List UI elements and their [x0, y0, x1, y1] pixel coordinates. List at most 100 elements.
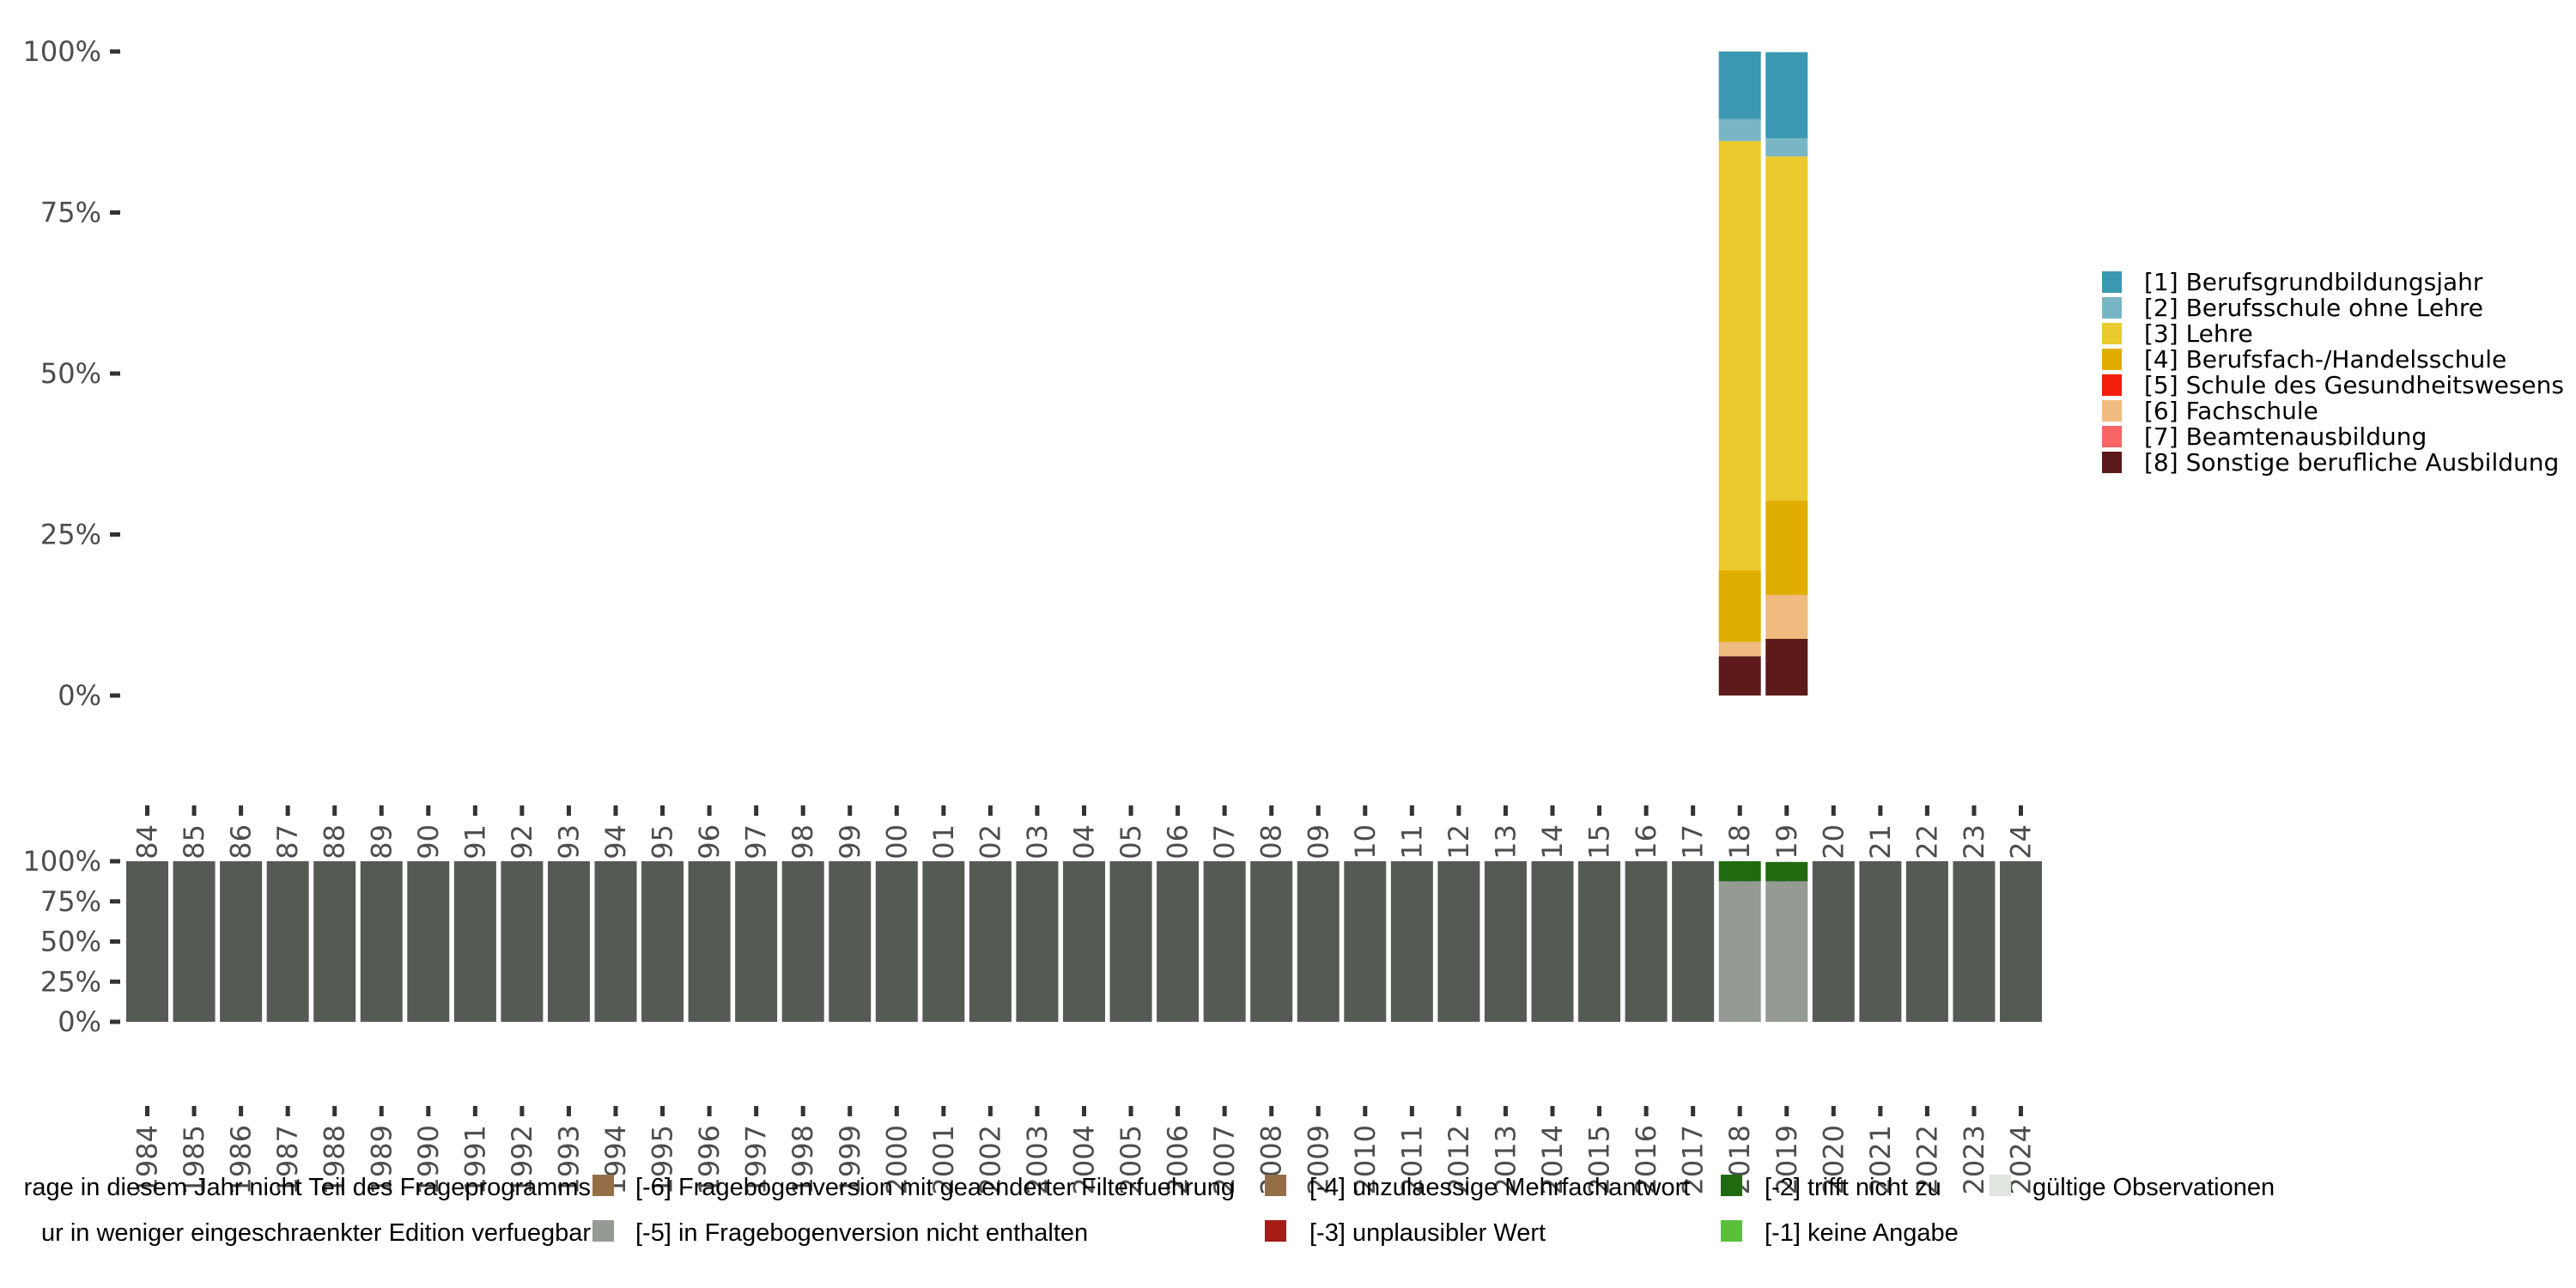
x-tick-label: 1998 — [787, 1125, 819, 1194]
x-tick-mark — [613, 805, 618, 816]
legend-label: [-6] Fragebogenversion mit geaenderter F… — [635, 1174, 1235, 1201]
y-tick-mark — [110, 532, 120, 537]
x-tick-mark — [1035, 1106, 1040, 1116]
bar-segment — [1953, 861, 1996, 1022]
x-tick-mark — [800, 805, 805, 816]
bar-segment — [1250, 861, 1293, 1022]
x-tick-label: 1985 — [178, 1125, 210, 1194]
y-tick-label: 0% — [58, 1005, 101, 1038]
x-tick-label: 1991 — [459, 1125, 491, 1194]
legend-label: [-5] in Fragebogenversion nicht enthalte… — [635, 1219, 1088, 1247]
x-tick-mark — [1222, 805, 1227, 816]
x-tick-mark — [1269, 1106, 1274, 1116]
bar-segment — [1063, 861, 1105, 1022]
legend-label: [5] Schule des Gesundheitswesens — [2144, 371, 2564, 399]
x-tick-mark — [285, 805, 290, 816]
bar-segment — [1437, 861, 1480, 1022]
x-tick-mark — [613, 1106, 618, 1116]
y-tick-mark — [110, 49, 120, 54]
legend-label: [7] Beamtenausbildung — [2144, 422, 2427, 451]
bar-segment — [453, 861, 496, 1022]
x-tick-mark — [426, 805, 431, 816]
x-tick-mark — [1082, 805, 1086, 816]
x-tick-mark — [519, 1106, 525, 1116]
x-tick-mark — [1597, 805, 1602, 816]
x-tick-mark — [519, 805, 525, 816]
x-tick-mark — [1503, 1106, 1508, 1116]
x-tick-mark — [1597, 1106, 1602, 1116]
x-tick-label: 2000 — [880, 1125, 913, 1194]
legend-label: [4] Berufsfach-/Handelsschule — [2144, 345, 2506, 374]
bar-segment — [922, 861, 965, 1022]
x-tick-label: 1986 — [225, 1125, 258, 1194]
x-tick-mark — [239, 805, 244, 816]
x-tick-mark — [332, 1106, 337, 1116]
x-tick-mark — [941, 805, 946, 816]
x-tick-mark — [1878, 1106, 1883, 1116]
x-tick-mark — [1643, 805, 1649, 816]
legend-swatch — [2102, 374, 2122, 396]
bar-segment — [1672, 861, 1715, 1022]
legend-swatch — [2102, 271, 2122, 293]
bar-segment — [1812, 861, 1855, 1022]
x-tick-label: 1989 — [365, 1125, 398, 1194]
bar-segment — [1765, 52, 1808, 139]
x-tick-mark — [1128, 1106, 1133, 1116]
x-tick-label: 2002 — [974, 1125, 1006, 1194]
bar-segment — [1718, 52, 1761, 119]
x-tick-label: 2014 — [1536, 1125, 1569, 1194]
bar-segment — [1718, 656, 1761, 696]
x-tick-mark — [1784, 805, 1789, 816]
x-tick-mark — [894, 1106, 899, 1116]
bar-segment — [735, 861, 778, 1022]
x-tick-mark — [1409, 1106, 1414, 1116]
y-tick-mark — [110, 979, 120, 984]
x-tick-label: 1996 — [693, 1125, 726, 1194]
x-tick-mark — [894, 805, 899, 816]
x-tick-label: 2016 — [1630, 1125, 1662, 1194]
x-tick-mark — [1924, 1106, 1929, 1116]
x-tick-mark — [1176, 1106, 1181, 1116]
bar-segment — [1390, 861, 1433, 1022]
bar-segment — [547, 861, 590, 1022]
x-tick-mark — [472, 1106, 477, 1116]
x-tick-mark — [1363, 805, 1368, 816]
x-tick-mark — [379, 805, 384, 816]
x-tick-label: 2020 — [1817, 1125, 1850, 1194]
x-tick-label: 2009 — [1302, 1125, 1334, 1194]
bar-segment — [173, 861, 216, 1022]
legend-swatch — [592, 1175, 614, 1196]
x-tick-label: 2015 — [1583, 1125, 1616, 1194]
x-tick-label: 1992 — [506, 1125, 538, 1194]
y-tick-mark — [110, 371, 120, 376]
x-tick-mark — [707, 805, 712, 816]
bar-segment — [1297, 861, 1340, 1022]
bar-segment — [1765, 861, 1808, 882]
legend-swatch — [1990, 1175, 2011, 1196]
x-tick-mark — [1269, 805, 1274, 816]
y-tick-label: 50% — [40, 357, 101, 390]
x-tick-mark — [1924, 805, 1929, 816]
legend-label: [-4] unzulaessige Mehrfachantwort — [1309, 1174, 1690, 1201]
x-tick-mark — [1456, 1106, 1461, 1116]
y-tick-label: 50% — [40, 926, 101, 958]
bar-segment — [220, 861, 263, 1022]
bar-segment — [1578, 861, 1621, 1022]
y-tick-mark — [110, 859, 120, 864]
x-tick-mark — [754, 805, 759, 816]
y-tick-label: 75% — [40, 885, 101, 918]
x-tick-mark — [1082, 1106, 1086, 1116]
x-tick-mark — [1035, 805, 1040, 816]
x-tick-mark — [848, 805, 853, 816]
x-tick-mark — [1456, 805, 1461, 816]
legend-label: [8] Sonstige berufliche Ausbildung — [2144, 448, 2559, 477]
x-tick-mark — [1550, 1106, 1555, 1116]
legend-label: [-2] trifft nicht zu — [1765, 1174, 1941, 1201]
x-tick-mark — [754, 1106, 759, 1116]
bar-segment — [1484, 861, 1527, 1022]
x-tick-mark — [1831, 805, 1836, 816]
x-tick-mark — [566, 805, 571, 816]
bar-segment — [1905, 861, 1948, 1022]
bar-segment — [1109, 861, 1152, 1022]
